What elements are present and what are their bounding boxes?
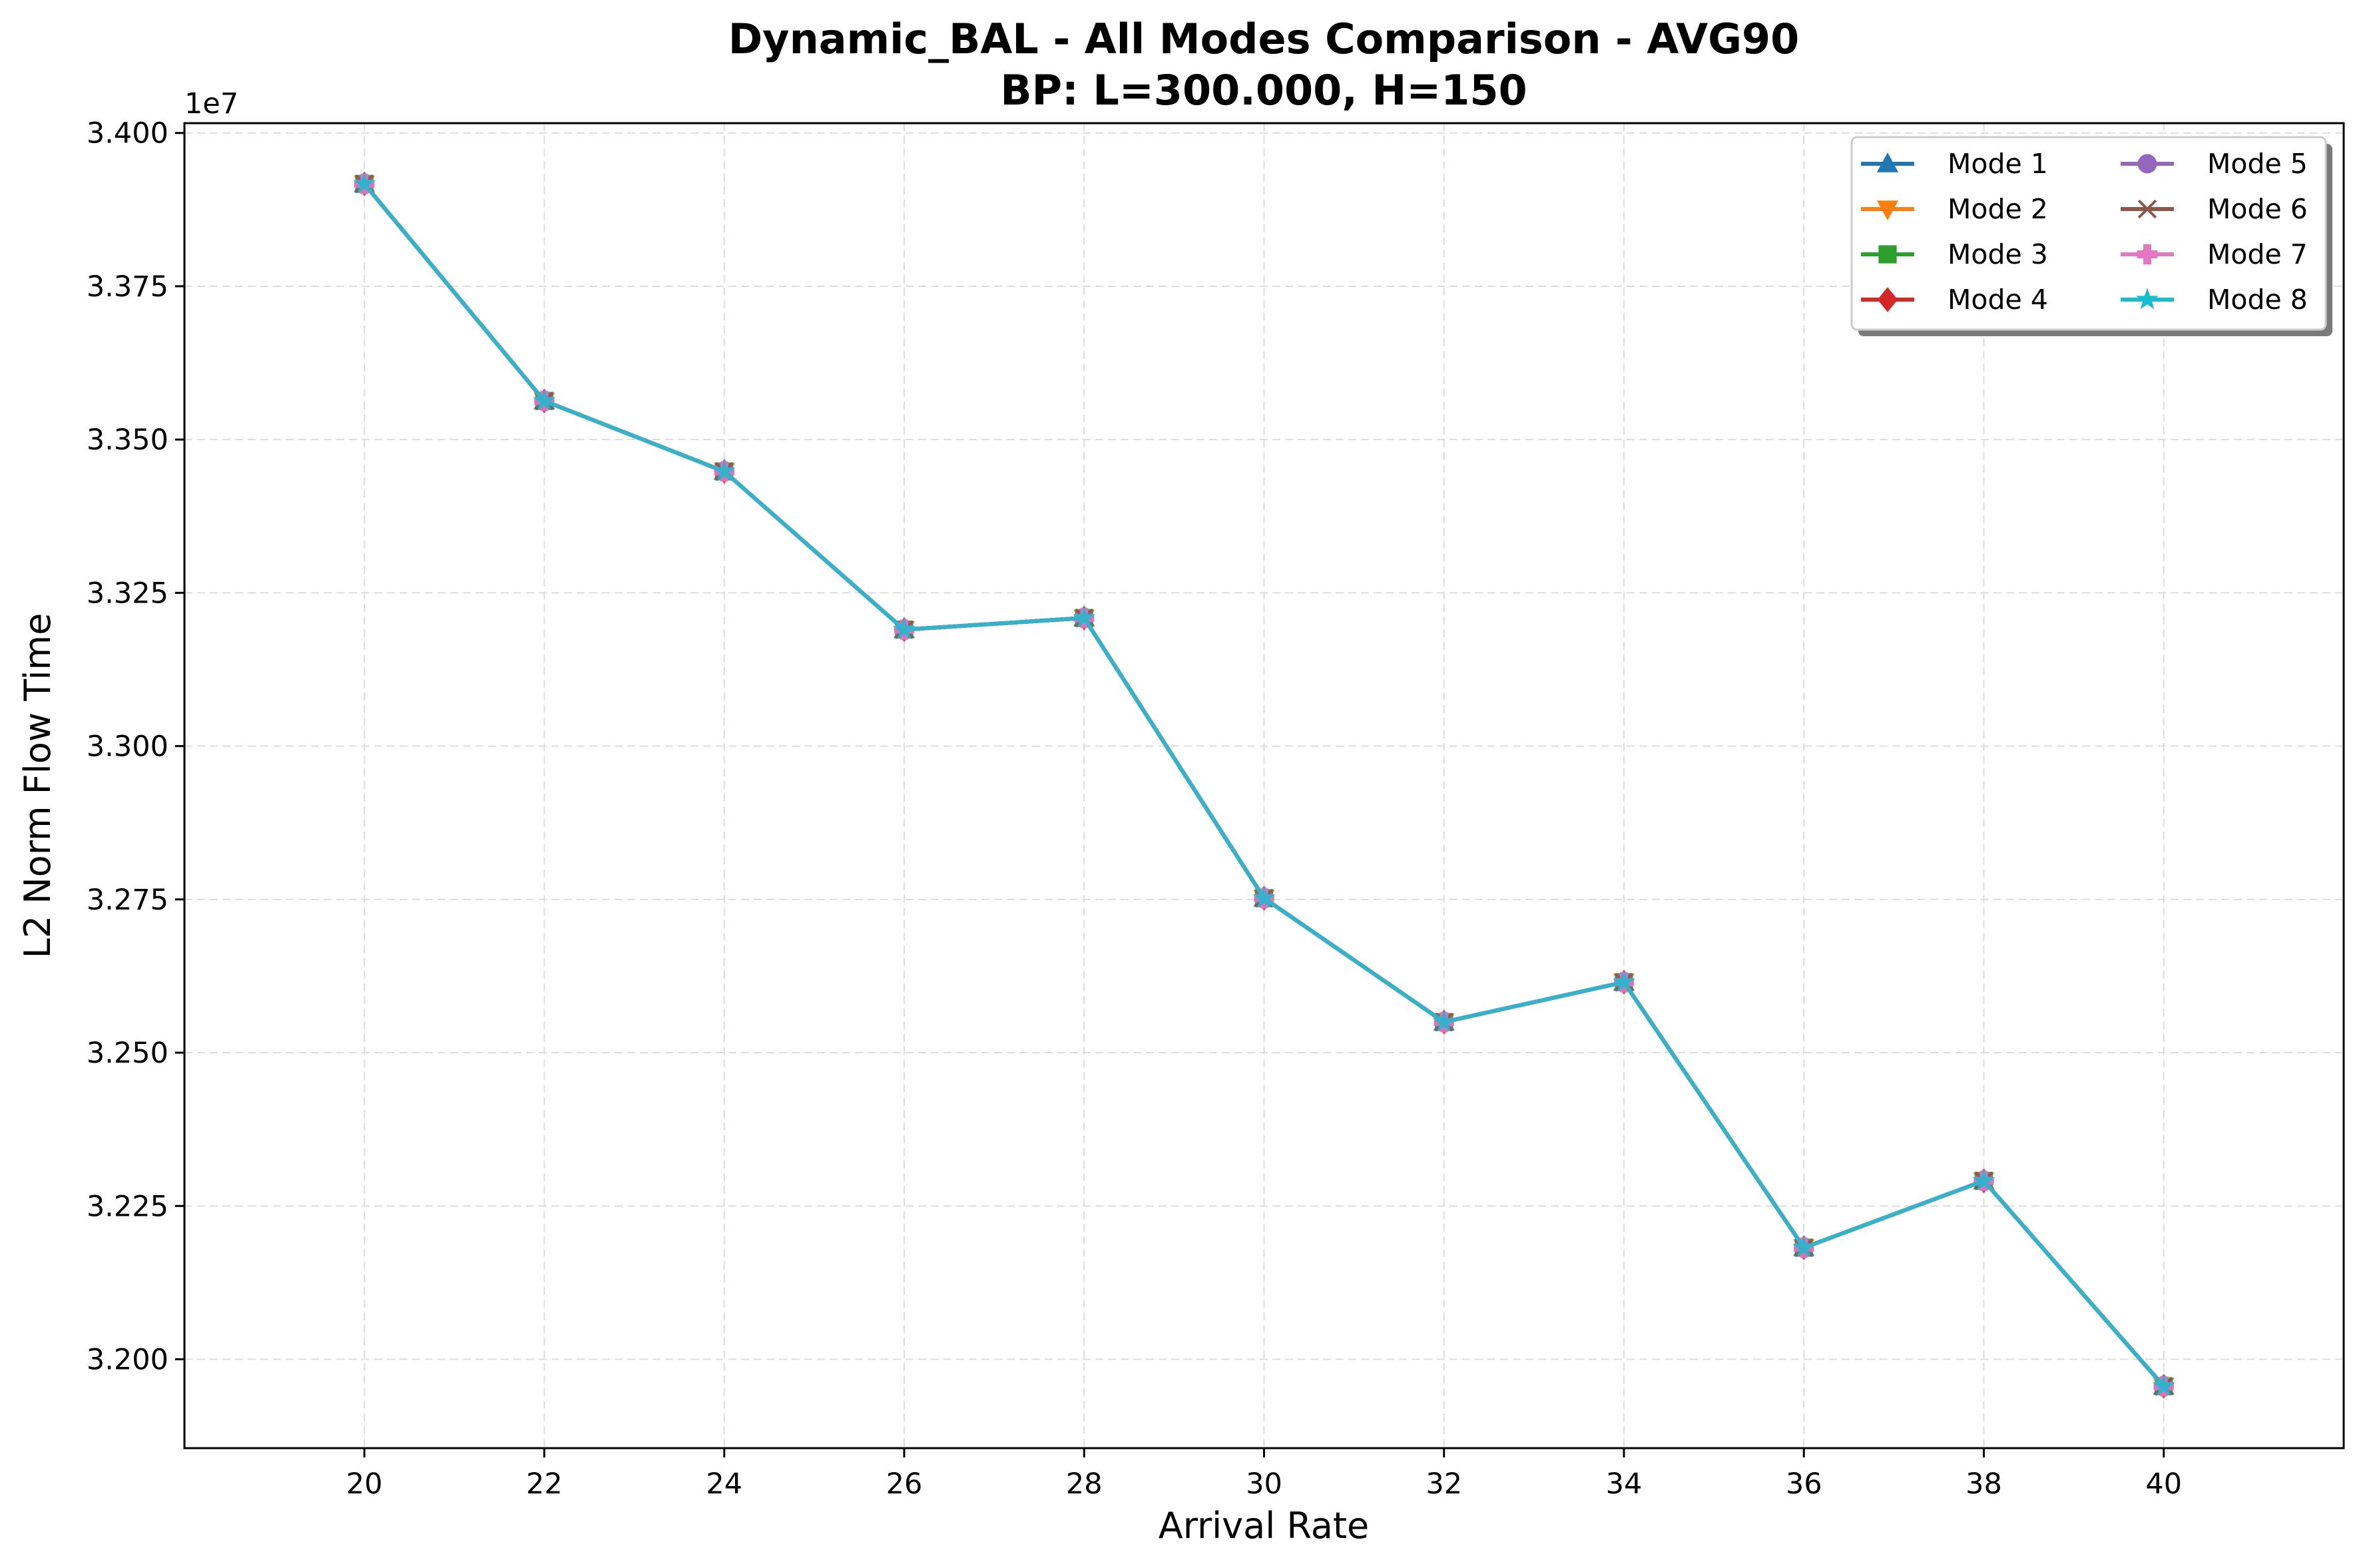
legend-entry: Mode 8 <box>2121 284 2308 316</box>
y-axis-label: L2 Norm Flow Time <box>17 613 59 959</box>
legend-marker <box>1876 152 1899 172</box>
legend-marker <box>1878 245 1897 264</box>
data-point <box>893 617 916 640</box>
data-point <box>712 459 736 481</box>
y-tick-label: 3.350 <box>87 423 168 457</box>
legend-label: Mode 2 <box>1948 193 2048 225</box>
x-tick-label: 40 <box>2145 1467 2182 1501</box>
x-tick-label: 26 <box>886 1467 923 1501</box>
legend-label: Mode 4 <box>1948 284 2048 316</box>
legend-label: Mode 8 <box>2207 284 2308 316</box>
data-point <box>1432 1010 1455 1032</box>
data-point <box>1252 886 1276 908</box>
legend-entry: Mode 6 <box>2121 193 2308 225</box>
x-tick-label: 22 <box>526 1467 563 1501</box>
legend-box <box>1850 136 2327 331</box>
x-tick-label: 20 <box>346 1467 383 1501</box>
x-tick-label: 38 <box>1966 1467 2002 1501</box>
legend-marker <box>1877 287 1898 312</box>
legend-marker <box>2136 288 2159 310</box>
chart-title: Dynamic_BAL - All Modes Comparison - AVG… <box>728 15 1800 63</box>
x-tick-label: 32 <box>1426 1467 1462 1501</box>
legend-label: Mode 5 <box>2207 148 2308 180</box>
y-tick-label: 3.200 <box>87 1343 168 1376</box>
legend-entry: Mode 2 <box>1861 193 2048 225</box>
series-layer <box>353 171 2175 1399</box>
y-tick-label: 3.225 <box>87 1190 168 1223</box>
y-tick-label: 3.325 <box>87 577 168 610</box>
data-point <box>1613 970 1635 992</box>
legend-label: Mode 3 <box>1948 238 2048 270</box>
x-tick-label: 24 <box>706 1467 742 1501</box>
data-point <box>1792 1236 1816 1258</box>
x-tick-label: 36 <box>1786 1467 1822 1501</box>
y-tick-label: 3.250 <box>87 1037 168 1070</box>
y-tick-label: 3.275 <box>87 884 168 917</box>
y-offset-label: 1e7 <box>184 87 238 121</box>
legend-entry: Mode 3 <box>1861 238 2048 270</box>
legend-marker <box>2137 244 2158 265</box>
x-tick-label: 34 <box>1606 1467 1643 1501</box>
data-point <box>1972 1169 1995 1190</box>
legend-entries: Mode 1 Mode 2 Mode 3 Mode 4 Mode 5 Mode 6 Mode… <box>1861 148 2308 316</box>
chart-subtitle: BP: L=300.000, H=150 <box>1000 66 1527 115</box>
x-axis-label: Arrival Rate <box>1159 1505 1369 1547</box>
x-tick-label: 30 <box>1246 1467 1282 1501</box>
legend-entry: Mode 1 <box>1861 148 2048 180</box>
legend-entry: Mode 5 <box>2121 148 2308 180</box>
data-point <box>353 172 376 194</box>
legend-label: Mode 7 <box>2207 238 2308 270</box>
legend-label: Mode 6 <box>2207 193 2308 225</box>
axis-ticks: 20 22 24 26 28 30 32 34 36 38 40 3.200 3.225 3.250 3.2… <box>87 117 2182 1501</box>
legend-marker <box>1876 200 1899 220</box>
data-point <box>533 389 556 411</box>
series-mode-8 <box>353 172 2175 1396</box>
x-tick-label: 28 <box>1066 1467 1103 1501</box>
y-tick-label: 3.400 <box>87 117 168 150</box>
legend-label: Mode 1 <box>1948 148 2048 180</box>
y-tick-label: 3.300 <box>87 730 168 764</box>
legend: Mode 1 Mode 2 Mode 3 Mode 4 Mode 5 Mode 6 Mode… <box>1850 136 2332 336</box>
legend-entry: Mode 4 <box>1861 284 2048 316</box>
legend-marker <box>2137 199 2157 219</box>
data-point <box>2152 1374 2175 1396</box>
legend-entry: Mode 7 <box>2121 238 2308 270</box>
legend-marker <box>2137 154 2157 174</box>
data-point <box>1073 606 1096 628</box>
y-tick-label: 3.375 <box>87 270 168 304</box>
